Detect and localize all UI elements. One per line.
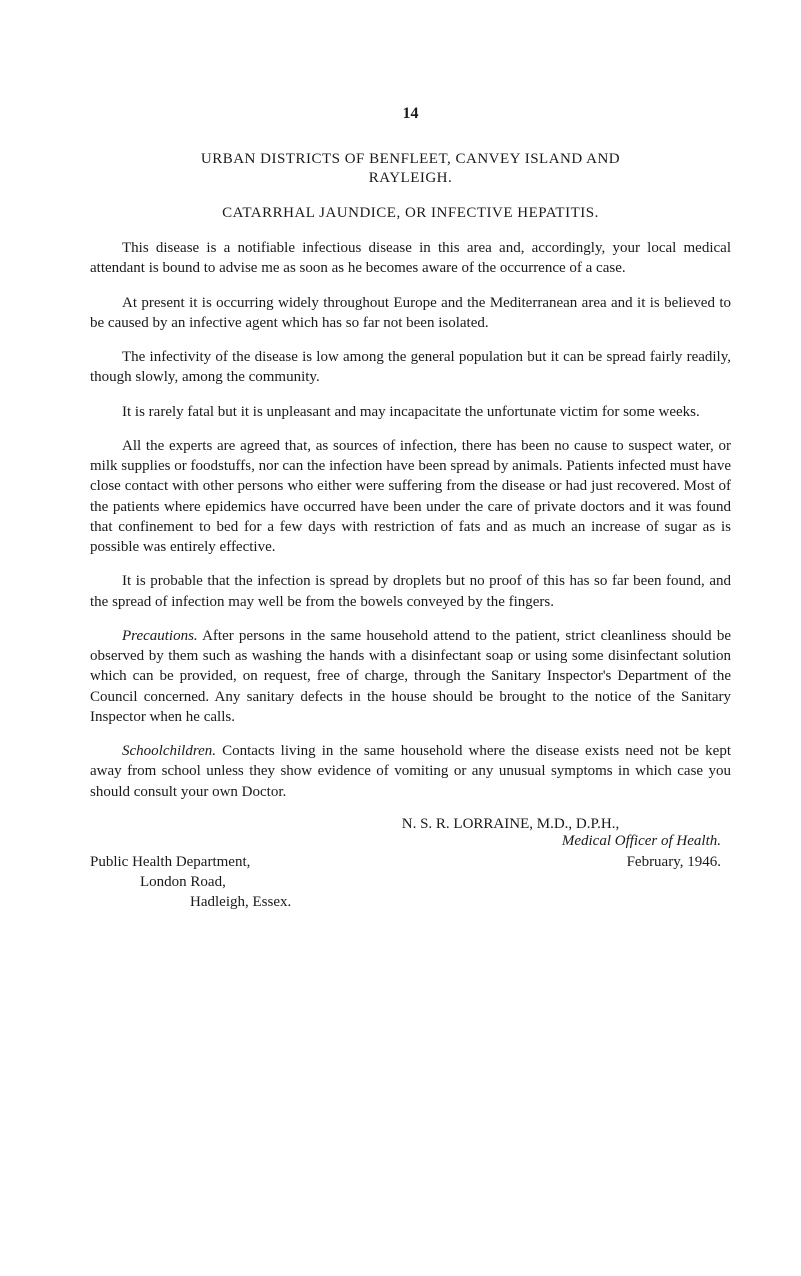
address-town: Hadleigh, Essex.	[90, 892, 731, 912]
title-line-1: URBAN DISTRICTS OF BENFLEET, CANVEY ISLA…	[90, 151, 731, 168]
title-line-2: RAYLEIGH.	[90, 170, 731, 187]
paragraph-2: At present it is occurring widely throug…	[90, 293, 731, 334]
precautions-label: Precautions.	[122, 628, 198, 644]
address-road: London Road,	[90, 872, 731, 892]
signature-block: N. S. R. LORRAINE, M.D., D.P.H., Medical…	[90, 816, 731, 850]
page-number: 14	[90, 105, 731, 123]
paragraph-4: It is rarely fatal but it is unpleasant …	[90, 402, 731, 422]
signature-title: Medical Officer of Health.	[90, 833, 731, 850]
paragraph-6: It is probable that the infection is spr…	[90, 571, 731, 612]
signature-name: N. S. R. LORRAINE, M.D., D.P.H.,	[90, 816, 731, 833]
paragraph-3: The infectivity of the disease is low am…	[90, 347, 731, 388]
schoolchildren-label: Schoolchildren.	[122, 743, 216, 759]
paragraph-1: This disease is a notifiable infectious …	[90, 238, 731, 279]
address-department: Public Health Department,	[90, 852, 250, 872]
subtitle: CATARRHAL JAUNDICE, OR INFECTIVE HEPATIT…	[90, 205, 731, 222]
paragraph-5: All the experts are agreed that, as sour…	[90, 436, 731, 558]
document-date: February, 1946.	[627, 852, 731, 872]
paragraph-7: Precautions. After persons in the same h…	[90, 626, 731, 727]
address-block: Public Health Department, February, 1946…	[90, 852, 731, 913]
paragraph-8: Schoolchildren. Contacts living in the s…	[90, 741, 731, 802]
